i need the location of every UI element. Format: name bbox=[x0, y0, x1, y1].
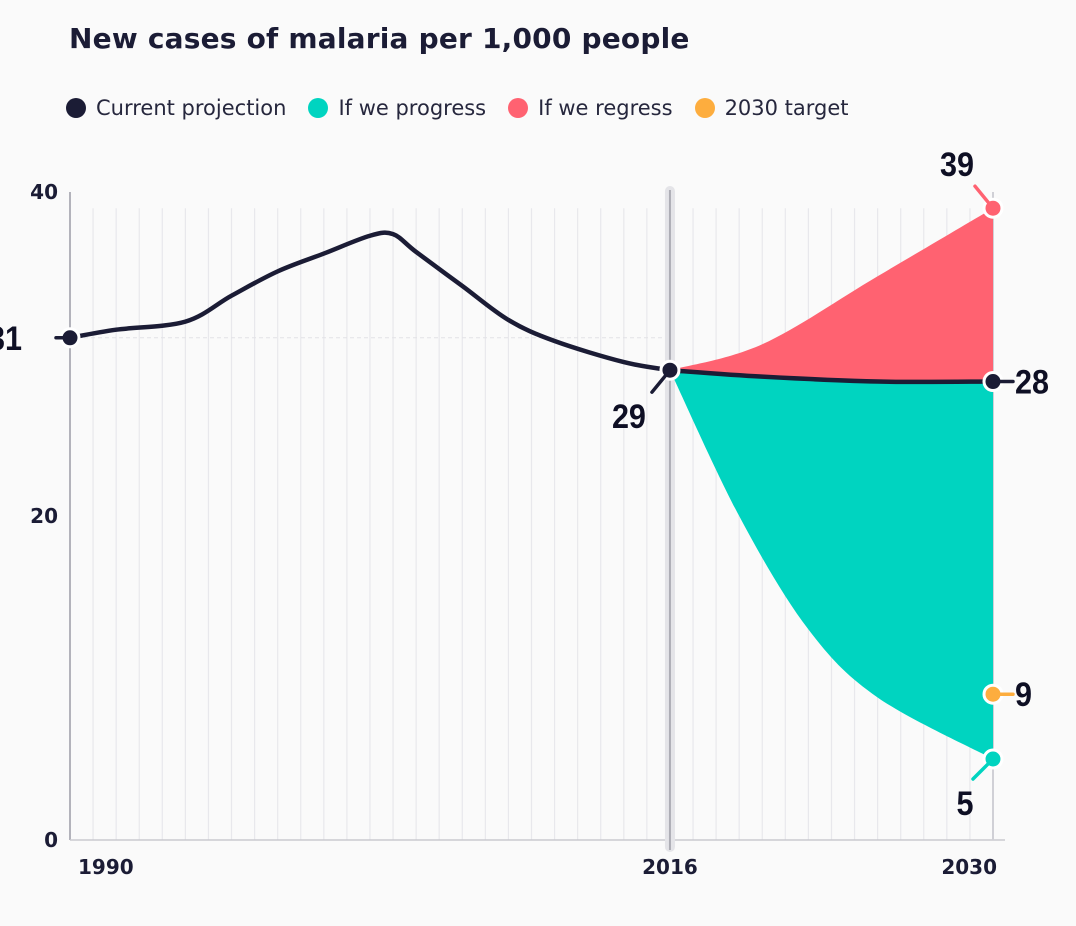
data-label-28: 28 bbox=[1015, 364, 1049, 402]
legend-dot-progress bbox=[308, 98, 329, 118]
label-leader bbox=[971, 757, 995, 781]
x-tick-label: 2016 bbox=[642, 855, 698, 879]
x-tick-label: 1990 bbox=[78, 855, 134, 879]
y-tick-label: 0 bbox=[44, 828, 58, 852]
y-tick-label: 40 bbox=[30, 180, 58, 204]
chart-title: New cases of malaria per 1,000 people bbox=[69, 22, 690, 55]
data-label-5: 5 bbox=[957, 785, 974, 823]
area-regress bbox=[669, 208, 993, 382]
data-label-9: 9 bbox=[1015, 676, 1032, 714]
legend-item-regress[interactable]: If we regress bbox=[508, 96, 673, 120]
x-tick-label: 2030 bbox=[941, 855, 997, 879]
legend-item-current[interactable]: Current projection bbox=[66, 96, 286, 120]
legend-item-target[interactable]: 2030 target bbox=[694, 96, 849, 120]
line-current-projection bbox=[667, 367, 996, 385]
legend-item-progress[interactable]: If we progress bbox=[308, 96, 486, 120]
grid bbox=[70, 208, 971, 840]
data-label-29: 29 bbox=[612, 398, 646, 436]
scenario-areas bbox=[669, 208, 993, 759]
data-label-31: 31 bbox=[0, 320, 22, 358]
y-tick-label: 20 bbox=[30, 504, 58, 528]
area-progress bbox=[669, 370, 993, 759]
label-leader bbox=[650, 368, 672, 394]
legend-dot-target bbox=[694, 98, 715, 118]
data-labels: 31 29 28 39 9 5 bbox=[0, 146, 1049, 823]
legend: Current projection If we progress If we … bbox=[66, 96, 871, 120]
legend-dot-regress bbox=[508, 98, 529, 118]
legend-label-regress: If we regress bbox=[538, 96, 673, 120]
legend-label-target: 2030 target bbox=[724, 96, 849, 120]
tick-labels: 0 20 40 1990 2016 2030 bbox=[30, 180, 997, 879]
legend-label-current: Current projection bbox=[96, 96, 287, 120]
data-label-39: 39 bbox=[940, 146, 974, 184]
legend-label-progress: If we progress bbox=[338, 96, 487, 120]
line-historical bbox=[67, 230, 673, 373]
series-lines bbox=[67, 230, 996, 385]
label-leader bbox=[973, 184, 995, 210]
legend-dot-current bbox=[66, 98, 86, 118]
